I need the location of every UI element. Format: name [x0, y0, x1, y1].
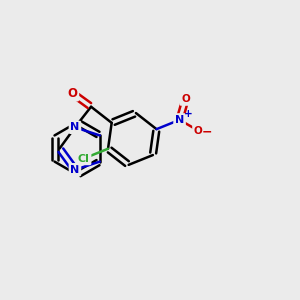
Text: N: N [70, 122, 80, 132]
Text: O: O [181, 94, 190, 104]
Text: −: − [202, 126, 212, 139]
Text: O: O [194, 126, 203, 136]
Text: +: + [184, 109, 192, 119]
Text: N: N [70, 165, 80, 175]
Text: Cl: Cl [78, 154, 90, 164]
Text: O: O [68, 87, 77, 100]
Text: N: N [175, 115, 184, 125]
